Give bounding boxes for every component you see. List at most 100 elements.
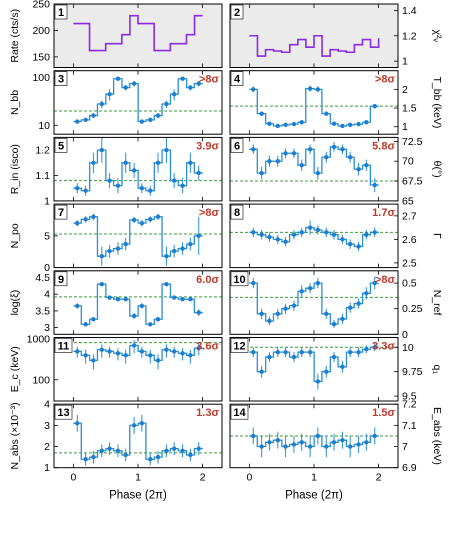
data-point xyxy=(283,151,288,156)
x-axis-label: Phase (2π) xyxy=(109,490,167,502)
y-tick-label: 250 xyxy=(32,0,50,11)
panel-frame xyxy=(229,270,399,335)
data-point xyxy=(148,217,153,222)
data-point xyxy=(196,345,201,351)
data-point xyxy=(275,237,281,242)
series-step-line xyxy=(73,344,203,362)
panel-number-box xyxy=(230,271,249,287)
y-axis-label: E_abs (keV) xyxy=(431,407,443,465)
y-tick-label: 2.5 xyxy=(402,257,417,269)
data-point xyxy=(139,220,145,226)
data-point xyxy=(99,347,105,352)
data-point xyxy=(307,286,313,291)
panel-number: 6 xyxy=(234,140,240,152)
data-point xyxy=(372,230,377,235)
panel-number: 12 xyxy=(233,341,245,353)
data-point xyxy=(364,440,369,445)
series-step-line xyxy=(73,78,203,123)
data-point xyxy=(196,446,201,451)
data-point xyxy=(315,87,321,92)
series-step-line xyxy=(249,226,379,248)
data-point xyxy=(99,448,105,453)
panel-5: 1 1.1 1.2 R_in (isco) 5 3.9σ xyxy=(9,136,223,207)
y-tick-label: 70 xyxy=(402,156,414,168)
data-point xyxy=(196,170,201,176)
data-point xyxy=(188,160,193,165)
data-point xyxy=(315,280,321,286)
data-point xyxy=(307,86,313,91)
data-point xyxy=(123,353,128,358)
y-tick-label: 1.5 xyxy=(402,103,417,115)
data-point xyxy=(307,444,313,449)
data-point xyxy=(196,233,201,239)
series-step-line xyxy=(249,146,379,186)
y-tick-label: 3.5 xyxy=(35,305,50,317)
y-axis-label: N_ref xyxy=(431,290,443,316)
y-tick-label: 1000 xyxy=(27,334,51,346)
data-point xyxy=(115,183,121,188)
y-tick-label: 72.5 xyxy=(402,136,423,148)
panel-number-box xyxy=(230,404,249,420)
data-point xyxy=(340,237,345,242)
series-step-line xyxy=(249,282,379,325)
x-tick-label: 0 xyxy=(246,472,252,484)
data-point xyxy=(155,358,161,363)
y-axis-label: R_in (isco) xyxy=(9,144,21,194)
data-point xyxy=(148,188,153,193)
data-point xyxy=(107,446,112,451)
y-axis-label: θ(°) xyxy=(431,161,443,178)
panel-number: 5 xyxy=(58,140,64,152)
data-point xyxy=(164,281,169,287)
data-point xyxy=(340,316,345,322)
data-point xyxy=(180,246,185,251)
data-point xyxy=(331,354,337,360)
y-tick-label: 2 xyxy=(402,84,408,96)
y-tick-label: 67.5 xyxy=(402,176,423,188)
data-point xyxy=(356,244,361,249)
data-point xyxy=(259,232,264,237)
data-point xyxy=(251,147,256,152)
data-point xyxy=(75,421,80,426)
data-point xyxy=(347,305,353,310)
data-point xyxy=(267,354,272,360)
data-point xyxy=(251,230,256,235)
data-point xyxy=(115,246,121,251)
y-tick-label: 0.25 xyxy=(402,303,423,315)
data-point xyxy=(364,120,369,125)
data-point xyxy=(331,321,337,327)
data-point xyxy=(139,186,145,191)
significance-label: >8σ xyxy=(375,274,396,286)
panel-number: 11 xyxy=(58,341,70,353)
significance-label: 3.6σ xyxy=(196,341,219,353)
x-tick-label: 1 xyxy=(135,472,141,484)
y-tick-label: 1 xyxy=(402,56,408,68)
data-point xyxy=(83,353,88,358)
data-point xyxy=(291,354,297,360)
data-point xyxy=(123,297,128,302)
data-point xyxy=(267,318,272,324)
data-point xyxy=(123,160,128,165)
data-point xyxy=(180,76,185,81)
panel-number-box xyxy=(230,138,244,153)
data-point xyxy=(131,343,137,348)
data-point xyxy=(75,303,80,309)
data-point xyxy=(155,113,161,118)
data-point xyxy=(299,230,304,235)
data-point xyxy=(91,214,96,219)
data-point xyxy=(171,349,177,354)
y-tick-label: 9.5 xyxy=(402,391,417,403)
data-point xyxy=(196,310,201,315)
y-tick-label: 9.75 xyxy=(402,366,423,378)
data-point xyxy=(259,170,264,176)
data-point xyxy=(315,227,321,233)
data-point xyxy=(251,280,256,286)
panel-13: 1 2 3 4 N_abs (×10⁻³) 13 1.3σ 0 1 2 Phase (2π) xyxy=(9,399,223,502)
data-point xyxy=(83,322,88,327)
data-point xyxy=(340,437,345,443)
data-point xyxy=(364,347,369,352)
data-point xyxy=(164,101,169,107)
data-point xyxy=(331,232,337,237)
y-tick-label: 5 xyxy=(44,230,50,242)
data-point xyxy=(164,448,169,453)
y-tick-label: 1 xyxy=(44,462,50,474)
